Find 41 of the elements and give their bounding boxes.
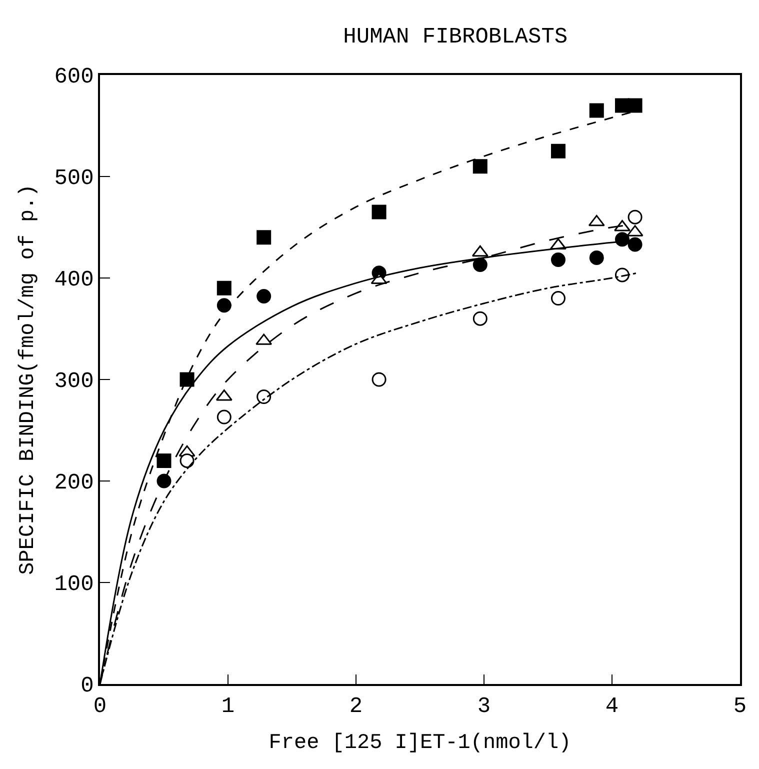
x-tick-label: 1 [221, 694, 235, 720]
point [589, 250, 604, 265]
point [628, 98, 642, 113]
point [614, 98, 630, 113]
point [216, 280, 232, 296]
point [156, 453, 172, 468]
y-tick-label: 100 [54, 572, 94, 598]
point [550, 252, 566, 267]
point [628, 210, 642, 224]
point [180, 453, 194, 468]
y-tick-label: 500 [54, 166, 94, 192]
point [472, 311, 488, 326]
point [550, 144, 566, 158]
chart-title: HUMAN FIBROBLASTS [343, 24, 568, 50]
point [472, 159, 488, 174]
y-tick-label: 400 [54, 268, 94, 293]
y-axis-title: SPECIFIC BINDING(fmol/mg of p.) [16, 184, 40, 575]
point [372, 204, 386, 220]
point [156, 474, 172, 488]
x-axis-title: Free [125 I]ET-1(nmol/l) [268, 732, 572, 755]
point [588, 214, 605, 226]
y-tick-label: 300 [54, 369, 94, 394]
point [472, 258, 488, 272]
point [180, 372, 194, 387]
point [256, 390, 272, 404]
point [472, 245, 488, 257]
point [216, 410, 232, 424]
x-tick-label: 4 [605, 694, 619, 720]
y-tick-label: 0 [80, 674, 94, 699]
x-tick-label: 2 [349, 694, 363, 720]
point [256, 289, 272, 304]
x-tick-label: 5 [733, 694, 747, 720]
point [256, 230, 272, 245]
point [216, 298, 232, 313]
x-tick-label: 3 [477, 694, 491, 720]
y-tick-label: 600 [54, 64, 94, 90]
point [628, 237, 642, 252]
point [550, 291, 566, 306]
y-tick-label: 200 [54, 470, 94, 496]
point [589, 103, 604, 118]
point [372, 372, 386, 387]
